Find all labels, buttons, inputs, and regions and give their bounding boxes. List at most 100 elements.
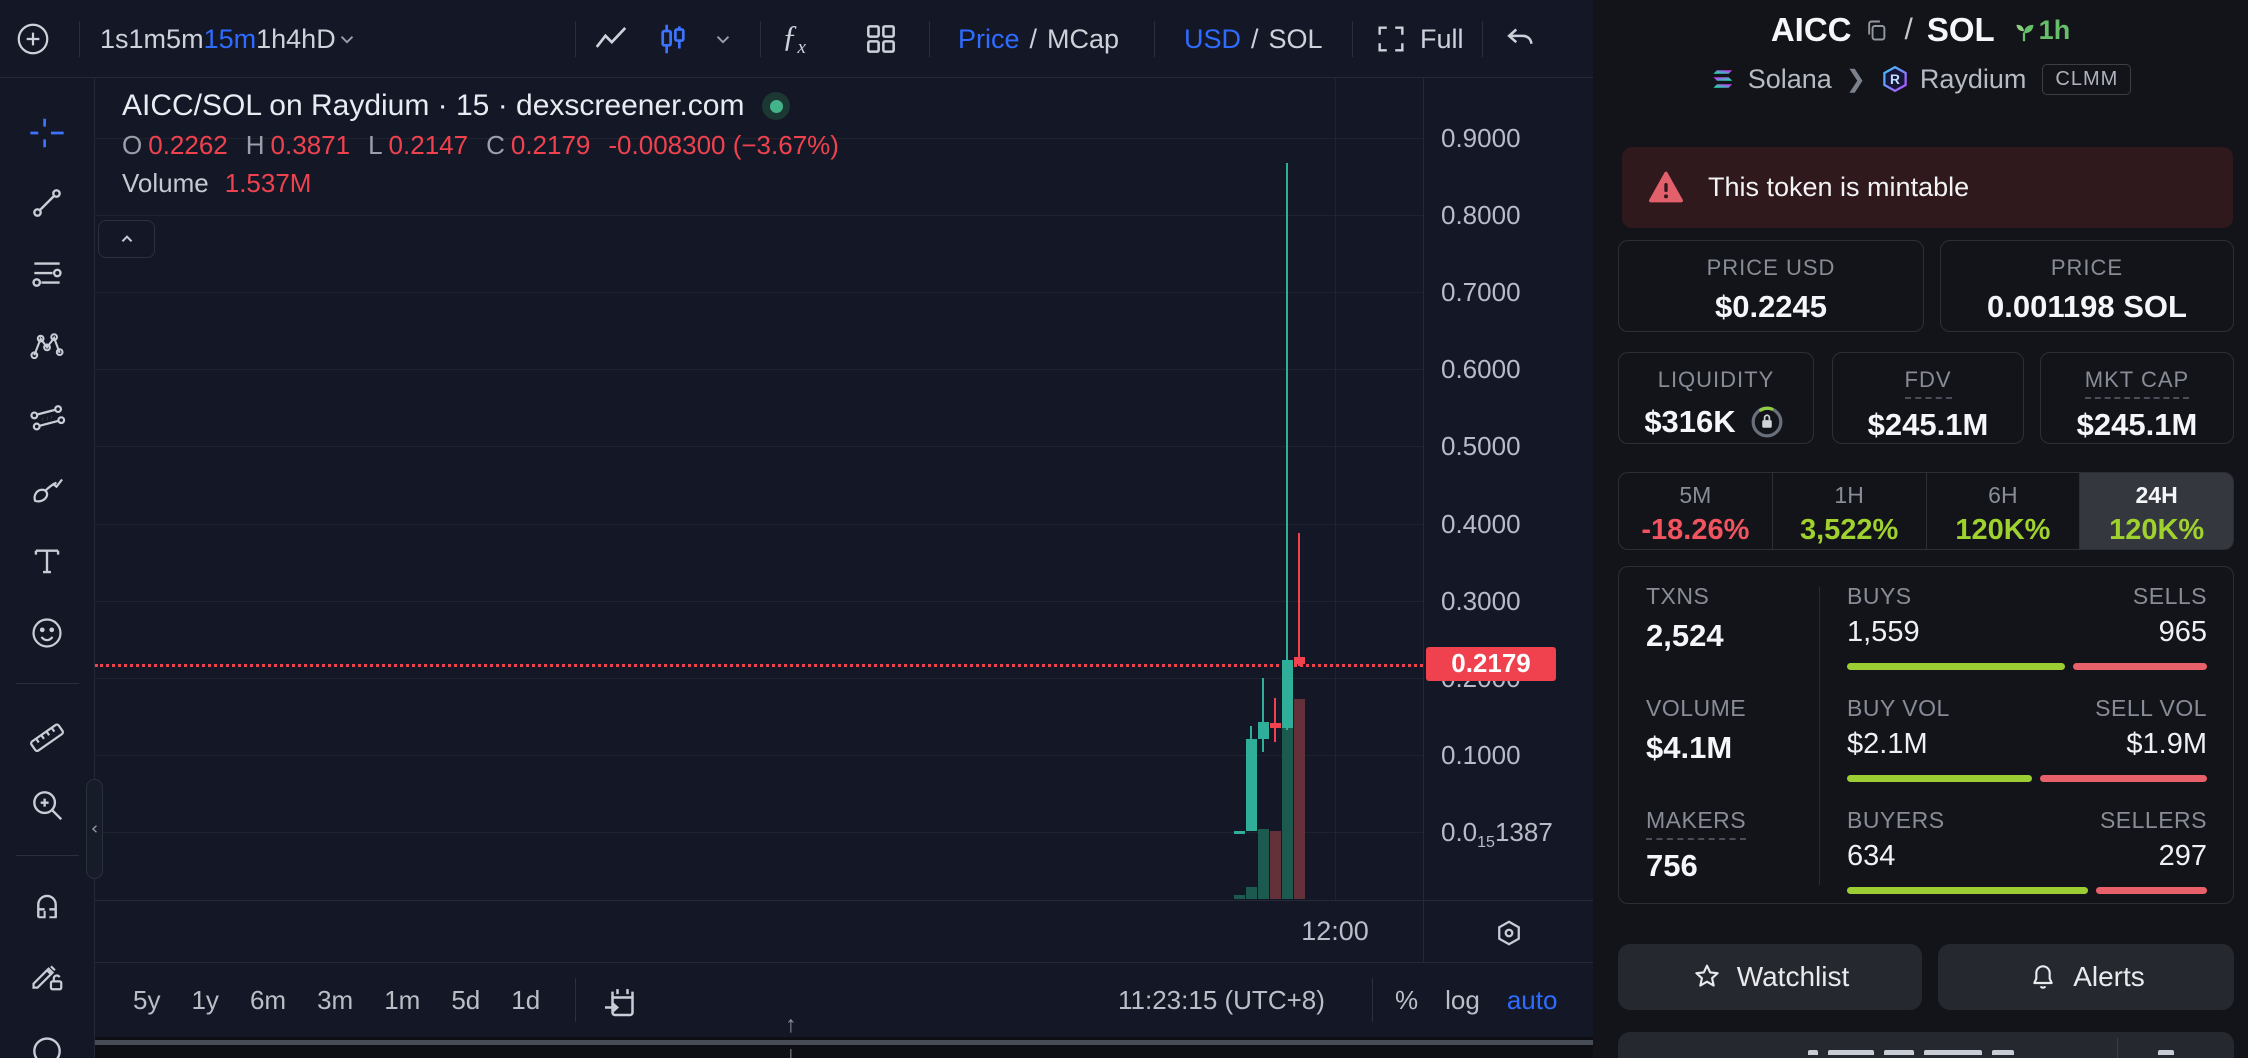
timeframe-1m[interactable]: 1m (128, 23, 167, 54)
timeframe-1s[interactable]: 1s (100, 23, 129, 54)
sol-mode-label[interactable]: SOL (1268, 23, 1323, 54)
plot-area[interactable]: AICC/SOL on Raydium · 15 · dexscreener.c… (95, 78, 1423, 900)
price-mode-label[interactable]: Price (958, 23, 1020, 54)
fib-retracement-tool[interactable] (28, 254, 66, 292)
partial-row-divider (2117, 1038, 2118, 1058)
candle-wick (1262, 678, 1264, 752)
chart-style-dropdown-icon[interactable] (712, 28, 734, 50)
text-tool[interactable] (28, 542, 66, 580)
timeframe-5m[interactable]: 5m (166, 23, 204, 54)
percent-scale-button[interactable]: % (1395, 984, 1419, 1015)
candles-chart-icon[interactable] (654, 20, 692, 58)
dex-name[interactable]: Raydium (1919, 63, 2027, 94)
grid-layout-icon (862, 20, 900, 58)
mktcap-value: $245.1M (2076, 407, 2198, 442)
range-5y[interactable]: 5y (133, 984, 161, 1015)
close-value: 0.2179 (510, 129, 591, 160)
volume24-value: $4.1M (1646, 730, 1733, 765)
auto-scale-button[interactable]: auto (1506, 984, 1558, 1015)
go-to-date-icon[interactable] (600, 980, 640, 1020)
scroll-down-arrow[interactable]: ↓ (785, 1041, 797, 1058)
candle-wick (1274, 697, 1276, 742)
volume-bar (1245, 887, 1257, 899)
timeframe-1d[interactable]: D (316, 23, 336, 54)
crosshair-tool[interactable] (28, 114, 66, 152)
liquidity-value: $316K (1644, 404, 1736, 439)
magnet-tool[interactable] (28, 884, 66, 922)
buy-vol-label: BUY VOL (1847, 695, 1950, 721)
pane-resize-handle[interactable] (95, 1040, 1593, 1045)
measure-tool[interactable] (28, 714, 66, 753)
mcap-mode-label[interactable]: MCap (1047, 23, 1120, 54)
base-token-symbol: AICC (1770, 11, 1852, 48)
usd-mode-label[interactable]: USD (1184, 23, 1242, 54)
range-5d[interactable]: 5d (451, 984, 481, 1015)
h-gridline (95, 138, 1423, 139)
mintable-warning-banner[interactable]: This token is mintable (1622, 147, 2233, 228)
fdv-label: FDV (1904, 367, 1952, 399)
copy-address-icon[interactable] (1863, 17, 1890, 44)
h-gridline (95, 446, 1423, 448)
brush-tool[interactable] (28, 470, 66, 508)
line-chart-icon[interactable] (592, 20, 630, 58)
timeaxis-settings-icon[interactable] (1491, 915, 1527, 951)
range-6m[interactable]: 6m (249, 984, 287, 1015)
range-1d[interactable]: 1d (511, 984, 541, 1015)
indicators-button[interactable]: ƒx (782, 0, 806, 78)
scroll-up-arrow[interactable]: ↑ (785, 1011, 797, 1037)
indicators-fx-icon: ƒx (782, 18, 806, 59)
price-mcap-toggle[interactable]: Price / MCap (958, 0, 1119, 78)
layout-grid-button[interactable] (862, 0, 900, 78)
slash: / (1029, 23, 1038, 54)
undo-button[interactable] (1502, 0, 1540, 78)
price-axis[interactable]: 0.9000 0.8000 0.7000 0.6000 0.5000 0.4000 0.30… (1423, 78, 1593, 900)
range-1m[interactable]: 1m (384, 984, 421, 1015)
quote-token-symbol: SOL (1926, 11, 1995, 48)
chart-title: AICC/SOL on Raydium · 15 · dexscreener.c… (122, 89, 745, 122)
add-symbol-button[interactable] (14, 0, 52, 78)
alerts-label: Alerts (2073, 961, 2145, 992)
usd-sol-toggle[interactable]: USD / SOL (1184, 0, 1323, 78)
price-tick: 0.4000 (1441, 508, 1521, 539)
price-native-value: 0.001198 SOL (1987, 289, 2187, 324)
price-tick: 0.9000 (1441, 123, 1521, 153)
timeframe-4h[interactable]: 4h (286, 23, 317, 54)
tab-1h[interactable]: 1H 3,522% (1773, 473, 1927, 549)
bell-icon (2027, 961, 2059, 993)
tab-24h[interactable]: 24H 120K% (2080, 473, 2233, 549)
clipped-icon (2158, 1050, 2184, 1055)
log-scale-button[interactable]: log (1445, 984, 1480, 1015)
hide-drawings-tool[interactable] (28, 1029, 66, 1058)
emoji-tool[interactable] (28, 614, 66, 652)
fullscreen-button[interactable]: Full (1374, 0, 1464, 78)
candle-body (1245, 738, 1257, 832)
timeframe-1h[interactable]: 1h (256, 23, 287, 54)
trend-line-tool[interactable] (28, 184, 66, 222)
range-buttons: 5y 1y 6m 3m 1m 5d 1d (133, 963, 571, 1037)
timeframe-dropdown-icon[interactable] (336, 28, 358, 50)
chain-name[interactable]: Solana (1747, 63, 1832, 94)
axis-corner-separator (1423, 901, 1424, 962)
tab-6h[interactable]: 6H 120K% (1927, 473, 2081, 549)
liquidity-lock-icon[interactable] (1746, 401, 1788, 443)
watchlist-button[interactable]: Watchlist (1618, 944, 1922, 1010)
time-axis[interactable]: 12:00 (95, 900, 1593, 963)
sell-vol-label: SELL VOL (2095, 695, 2207, 721)
range-3m[interactable]: 3m (317, 984, 354, 1015)
range-1y[interactable]: 1y (191, 984, 219, 1015)
sidebar-collapse-handle[interactable] (86, 779, 103, 879)
clock[interactable]: 11:23:15 (UTC+8) (1118, 984, 1325, 1015)
partial-action-row[interactable] (1618, 1032, 2234, 1058)
lock-drawings-tool[interactable] (28, 956, 66, 994)
xabcd-pattern-tool[interactable] (28, 326, 66, 364)
zoom-in-tool[interactable] (28, 786, 66, 824)
toolbar-separator (1372, 978, 1373, 1022)
h-gridline (95, 369, 1423, 371)
legend-collapse-button[interactable] (98, 220, 155, 258)
alerts-button[interactable]: Alerts (1938, 944, 2234, 1010)
tab-5m[interactable]: 5M -18.26% (1619, 473, 1773, 549)
parallel-channel-tool[interactable] (28, 398, 66, 436)
token-info-panel: AICC / SOL 1h Solana ❯ (1593, 0, 2248, 1058)
data-status-icon[interactable] (762, 92, 791, 120)
timeframe-15m[interactable]: 15m (203, 23, 257, 54)
